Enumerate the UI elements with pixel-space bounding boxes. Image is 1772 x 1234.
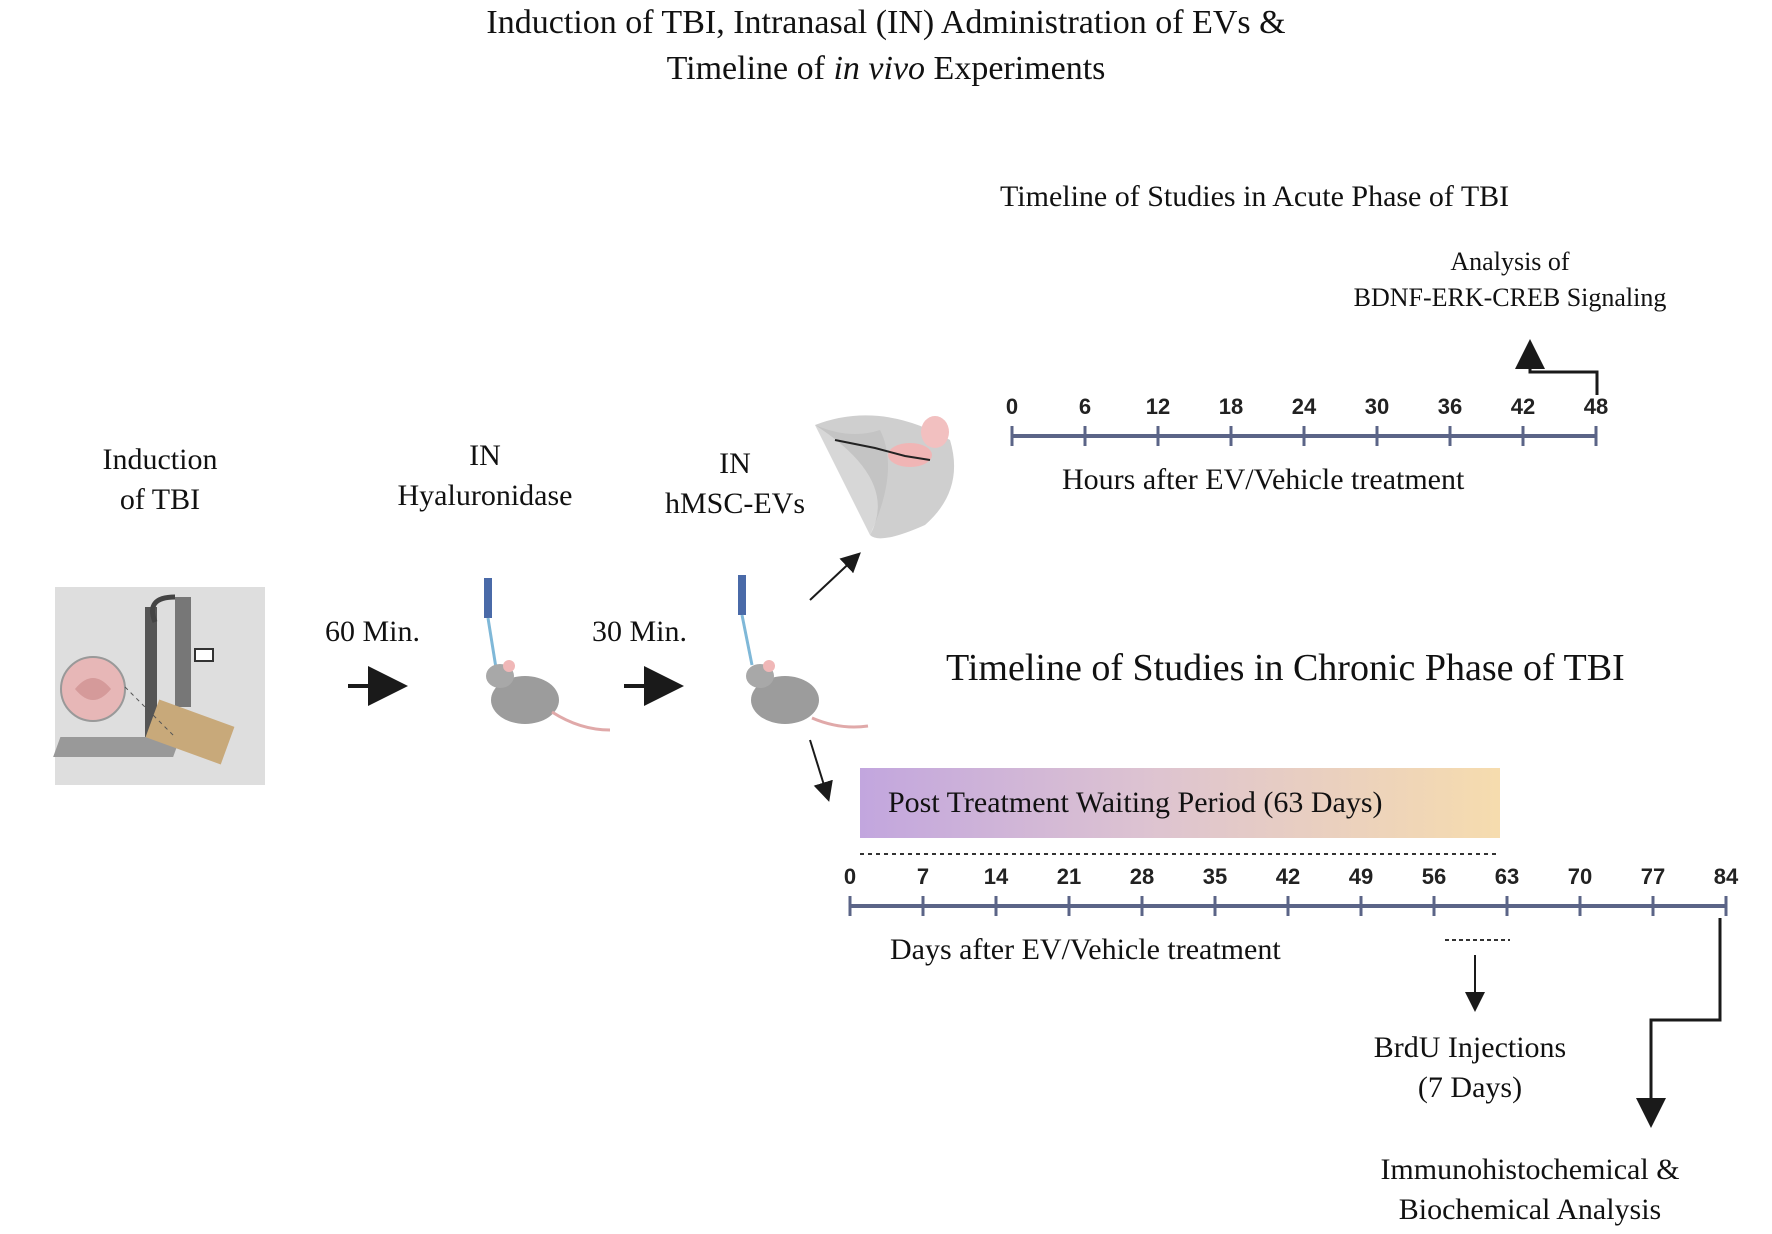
tbi-device-image bbox=[53, 587, 265, 785]
title-line-1: Induction of TBI, Intranasal (IN) Admini… bbox=[486, 4, 1286, 41]
interval-60-min: 60 Min. bbox=[325, 615, 421, 648]
interval-30-min: 30 Min. bbox=[592, 615, 688, 648]
acute-axis-tick-label: 18 bbox=[1219, 394, 1243, 419]
induction-label: Induction of TBI bbox=[102, 443, 218, 516]
waiting-period-label: Post Treatment Waiting Period (63 Days) bbox=[888, 786, 1383, 819]
acute-axis-tick-label: 36 bbox=[1438, 394, 1462, 419]
chronic-axis-tick-label: 77 bbox=[1641, 864, 1665, 889]
arrow-to-acute bbox=[809, 552, 861, 601]
acute-axis-label: Hours after EV/Vehicle treatment bbox=[1062, 463, 1465, 496]
chronic-axis-tick-label: 7 bbox=[917, 864, 929, 889]
chronic-axis-tick-label: 42 bbox=[1276, 864, 1300, 889]
chronic-phase-heading: Timeline of Studies in Chronic Phase of … bbox=[946, 647, 1625, 689]
acute-axis-tick-label: 24 bbox=[1292, 394, 1317, 419]
acute-axis-tick-label: 12 bbox=[1146, 394, 1170, 419]
stereotaxic-device-icon bbox=[53, 594, 235, 765]
chronic-axis-tick-label: 70 bbox=[1568, 864, 1592, 889]
final-analysis-arrow bbox=[1636, 918, 1722, 1128]
chronic-axis-tick-label: 63 bbox=[1495, 864, 1519, 889]
chronic-axis-tick-label: 49 bbox=[1349, 864, 1373, 889]
acute-phase-heading: Timeline of Studies in Acute Phase of TB… bbox=[1000, 180, 1510, 213]
mouse-head-nasal-route-icon bbox=[815, 415, 955, 539]
chronic-axis-tick-label: 14 bbox=[984, 864, 1009, 889]
chronic-axis-tick-label: 0 bbox=[844, 864, 856, 889]
chronic-axis-tick-label: 35 bbox=[1203, 864, 1227, 889]
chronic-axis-label: Days after EV/Vehicle treatment bbox=[890, 933, 1281, 966]
brdu-injections-label: BrdU Injections (7 Days) bbox=[1373, 1031, 1567, 1104]
chronic-timeline-axis: 0 7 14 21 28 35 42 49 56 63 70 77 84 bbox=[844, 864, 1739, 918]
acute-axis-tick-label: 30 bbox=[1365, 394, 1389, 419]
figure-title: Induction of TBI, Intranasal (IN) Admini… bbox=[0, 0, 1772, 92]
acute-timeline-axis: 0 6 12 18 24 30 36 42 48 bbox=[1006, 394, 1608, 448]
acute-analysis-label: Analysis of BDNF-ERK-CREB Signaling bbox=[1353, 247, 1667, 312]
acute-axis-tick-label: 42 bbox=[1511, 394, 1535, 419]
chronic-axis-tick-label: 28 bbox=[1130, 864, 1154, 889]
hmsc-evs-label: IN hMSC-EVs bbox=[664, 447, 806, 520]
mouse-2-icon bbox=[738, 575, 869, 729]
chronic-axis-tick-label: 21 bbox=[1057, 864, 1081, 889]
final-analysis-label: Immunohistochemical & Biochemical Analys… bbox=[1380, 1153, 1680, 1226]
chronic-axis-tick-label: 84 bbox=[1714, 864, 1739, 889]
waiting-period-bar: Post Treatment Waiting Period (63 Days) bbox=[860, 768, 1500, 838]
acute-axis-tick-label: 48 bbox=[1584, 394, 1608, 419]
arrow-to-chronic bbox=[809, 739, 833, 802]
mouse-1-icon bbox=[484, 578, 611, 732]
title-line-2: Timeline of in vivo Experiments bbox=[666, 50, 1106, 87]
chronic-axis-tick-label: 56 bbox=[1422, 864, 1446, 889]
hyaluronidase-label: IN Hyaluronidase bbox=[397, 439, 573, 512]
acute-axis-tick-label: 6 bbox=[1079, 394, 1091, 419]
acute-axis-tick-label: 0 bbox=[1006, 394, 1018, 419]
